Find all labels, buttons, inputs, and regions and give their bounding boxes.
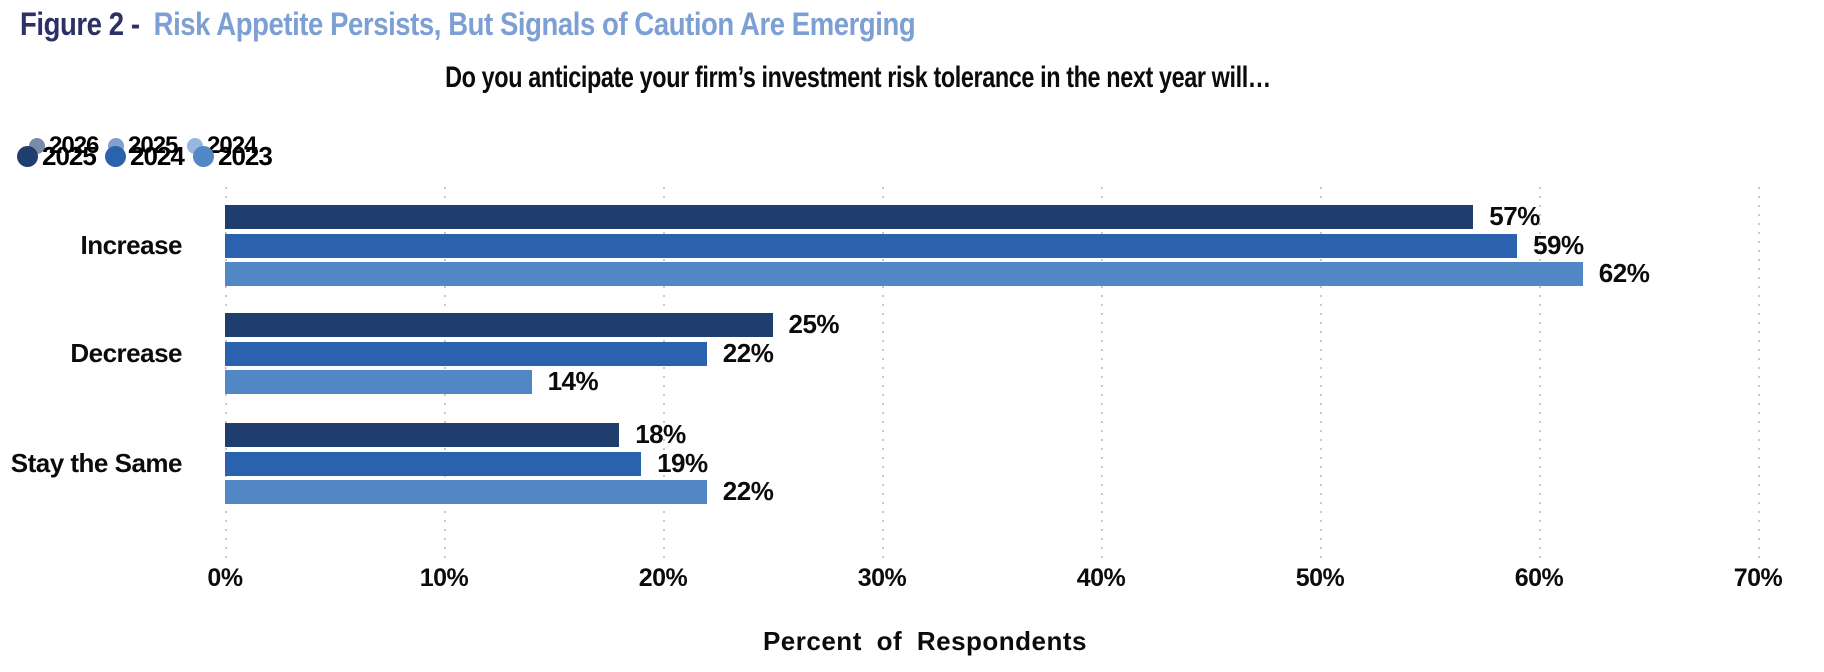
bar-value-label: 22% xyxy=(722,476,774,506)
figure-number-label: Figure 2 - xyxy=(20,6,140,42)
legend-swatch-icon xyxy=(17,146,38,167)
figure-title: Figure 2 - Risk Appetite Persists, But S… xyxy=(20,6,916,43)
bar-value-label: 14% xyxy=(547,366,599,396)
bar-2023-increase xyxy=(225,262,1583,286)
legend-year-label: 2026 xyxy=(49,132,99,159)
x-tick-label: 30% xyxy=(857,564,907,592)
x-tick-label: 40% xyxy=(1076,564,1126,592)
bar-value-label: 62% xyxy=(1598,258,1650,288)
legend-item-2024: 2024 xyxy=(187,132,266,160)
legend-year-label: 2025 xyxy=(42,141,97,171)
x-tick-label: 50% xyxy=(1295,564,1345,592)
gridline xyxy=(1539,187,1541,562)
bar-value-label: 25% xyxy=(788,309,840,339)
bar-2025-stay-the-same xyxy=(225,423,620,447)
legend-item-2024: 2024 xyxy=(105,141,193,172)
gridline xyxy=(1320,187,1322,562)
bar-value-label: 18% xyxy=(635,419,686,449)
chart-subtitle: Do you anticipate your firm’s investment… xyxy=(445,61,1271,94)
legend-item-2025: 2025 xyxy=(17,141,105,172)
gridline xyxy=(1758,187,1760,562)
legend-row-front: 2025 2024 2023 xyxy=(17,141,281,172)
bar-2023-stay-the-same xyxy=(225,480,707,504)
figure-title-text: Risk Appetite Persists, But Signals of C… xyxy=(153,6,916,42)
x-tick-label: 60% xyxy=(1514,564,1564,592)
x-axis-title: Percent of Respondents xyxy=(762,626,1088,656)
x-tick-label: 70% xyxy=(1733,564,1783,592)
category-label: Decrease xyxy=(70,338,182,368)
legend-year-label: 2025 xyxy=(128,132,178,159)
x-tick-label: 10% xyxy=(419,564,469,592)
legend-item-2023: 2023 xyxy=(193,141,281,172)
gridline xyxy=(882,187,884,562)
x-tick-label: 0% xyxy=(207,564,243,592)
bar-value-label: 22% xyxy=(722,338,774,368)
bar-2025-decrease xyxy=(225,313,773,337)
category-label: Increase xyxy=(80,230,182,260)
bar-2024-stay-the-same xyxy=(225,452,642,476)
bar-2024-decrease xyxy=(225,342,707,366)
bar-2025-increase xyxy=(225,205,1474,229)
gridline xyxy=(663,187,665,562)
bar-2024-increase xyxy=(225,234,1518,258)
category-label: Stay the Same xyxy=(10,448,183,478)
bar-2023-decrease xyxy=(225,370,532,394)
bar-value-label: 59% xyxy=(1533,230,1584,260)
bar-value-label: 19% xyxy=(657,448,708,478)
bar-value-label: 57% xyxy=(1489,201,1540,231)
legend-swatch-icon xyxy=(193,146,214,167)
x-tick-label: 20% xyxy=(638,564,688,592)
gridline xyxy=(1101,187,1103,562)
legend-year-label: 2024 xyxy=(130,141,185,171)
legend-swatch-icon xyxy=(105,146,126,167)
legend-year-label: 2024 xyxy=(207,132,257,159)
legend-year-label: 2023 xyxy=(218,141,273,171)
